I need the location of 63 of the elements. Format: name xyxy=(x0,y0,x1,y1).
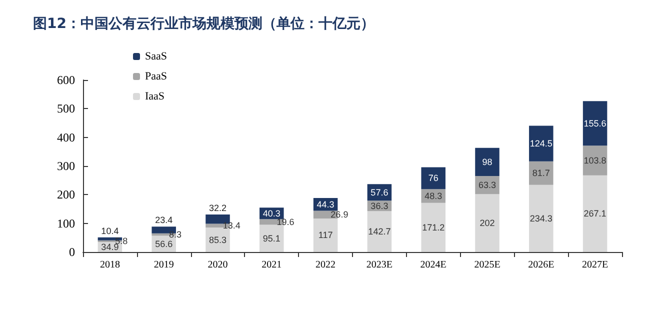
data-label: 48.3 xyxy=(424,191,442,201)
data-label: 26.9 xyxy=(330,210,348,220)
data-label: 202 xyxy=(480,218,495,228)
legend-label: PaaS xyxy=(145,70,167,82)
bar xyxy=(475,194,500,252)
data-label: 267.1 xyxy=(584,208,606,219)
data-label: 81.7 xyxy=(532,168,550,178)
data-label: 36.3 xyxy=(370,200,388,211)
x-tick-label: 2019 xyxy=(154,260,174,270)
bar xyxy=(260,224,284,252)
y-tick-label: 200 xyxy=(57,188,75,202)
x-tick-label: 2026E xyxy=(528,260,554,270)
x-tick-label: 2022 xyxy=(316,260,336,270)
y-tick-label: 300 xyxy=(57,159,75,173)
x-tick-label: 2018 xyxy=(100,260,120,270)
legend-label: IaaS xyxy=(145,90,165,102)
data-label: 23.4 xyxy=(155,215,173,226)
y-tick-label: 400 xyxy=(57,130,75,144)
data-label: 8.3 xyxy=(168,230,182,240)
x-tick-label: 2020 xyxy=(208,260,228,270)
data-label: 98 xyxy=(482,156,492,167)
data-label: 19.6 xyxy=(276,216,294,227)
y-tick-label: 0 xyxy=(69,245,75,259)
data-label: 171.2 xyxy=(422,222,445,232)
chart-title: 图12：中国公有云行业市场规模预测（单位：十亿元） xyxy=(33,15,374,32)
bar xyxy=(206,214,230,224)
x-tick-label: 2025E xyxy=(474,260,500,270)
bar xyxy=(421,202,446,252)
bar xyxy=(421,167,446,190)
data-label: 76 xyxy=(428,173,438,184)
bar xyxy=(529,126,554,162)
data-label: 13.4 xyxy=(222,220,240,231)
data-label: 57.6 xyxy=(370,187,388,198)
data-label: 103.8 xyxy=(584,156,606,166)
data-label: 124.5 xyxy=(530,138,552,149)
data-label: 44.3 xyxy=(316,199,334,210)
data-label: 142.7 xyxy=(368,226,391,237)
bar xyxy=(582,101,608,146)
bar xyxy=(367,211,392,252)
data-label: 10.4 xyxy=(101,226,119,236)
data-label: 63.3 xyxy=(478,180,496,190)
bar xyxy=(475,148,500,176)
data-label: 117 xyxy=(318,230,333,240)
data-label: 155.6 xyxy=(584,118,606,128)
data-label: 95.1 xyxy=(262,233,280,244)
x-tick-label: 2021 xyxy=(262,260,282,270)
y-tick-label: 100 xyxy=(57,216,75,230)
bar xyxy=(206,228,230,252)
x-tick-label: 2024E xyxy=(420,260,446,270)
y-tick-label: 500 xyxy=(57,102,75,116)
data-label: 85.3 xyxy=(208,234,227,245)
data-label: 56.6 xyxy=(155,238,173,249)
bar xyxy=(582,175,608,252)
y-tick-label: 600 xyxy=(57,73,75,87)
x-tick-label: 2023E xyxy=(366,260,393,270)
data-label: 32.2 xyxy=(208,202,227,213)
bar xyxy=(313,218,338,252)
bar xyxy=(529,161,554,185)
x-tick-label: 2027E xyxy=(582,260,608,270)
legend-label: SaaS xyxy=(145,50,167,62)
data-label: 234.3 xyxy=(530,213,552,224)
data-label: 40.3 xyxy=(262,208,280,218)
bar xyxy=(529,184,554,252)
